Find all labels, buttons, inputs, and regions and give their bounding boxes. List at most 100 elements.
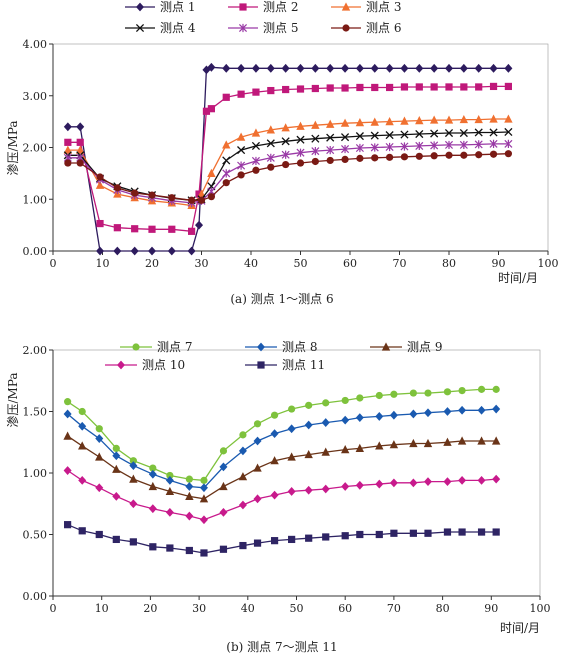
data-point — [326, 119, 335, 128]
data-point — [444, 128, 454, 138]
data-point — [305, 534, 313, 542]
data-point — [238, 446, 247, 456]
data-point — [281, 137, 290, 146]
legend-label: 测点 6 — [366, 21, 401, 35]
legend-marker — [381, 342, 391, 351]
data-point — [389, 410, 398, 420]
data-point — [311, 84, 319, 93]
data-point — [131, 189, 139, 197]
data-point — [253, 494, 262, 504]
x-tick-label: 90 — [484, 602, 498, 615]
legend-marker — [238, 23, 248, 33]
data-point — [370, 143, 379, 152]
legend-label: 测点 11 — [282, 358, 325, 372]
legend-label: 测点 10 — [142, 358, 185, 372]
data-point — [304, 485, 313, 495]
x-tick-label: 10 — [96, 257, 110, 270]
data-point — [409, 389, 417, 397]
data-point — [282, 85, 290, 94]
data-point — [492, 474, 501, 484]
data-point — [489, 139, 498, 148]
data-point — [222, 179, 230, 187]
data-point — [371, 83, 379, 92]
data-point — [112, 464, 121, 473]
data-point — [129, 457, 137, 465]
data-point — [445, 151, 453, 159]
data-point — [356, 154, 364, 162]
data-point — [474, 63, 483, 73]
data-point — [409, 409, 418, 419]
legend-marker — [136, 2, 144, 12]
data-point — [219, 545, 228, 553]
data-point — [355, 118, 365, 127]
y-axis-title: 渗压/MPa — [5, 120, 20, 175]
data-point — [356, 83, 364, 92]
x-axis-title: 时间/月 — [498, 271, 538, 285]
data-point — [167, 246, 176, 256]
data-point — [199, 494, 209, 503]
data-point — [504, 63, 513, 73]
data-point — [148, 225, 156, 233]
data-point — [386, 153, 394, 161]
legend-label: 测点 5 — [263, 21, 298, 35]
data-point — [443, 407, 452, 416]
data-point — [296, 135, 305, 144]
data-point — [281, 150, 290, 159]
data-point — [78, 475, 87, 485]
data-point — [149, 543, 157, 551]
data-point — [321, 484, 330, 494]
data-point — [64, 398, 72, 406]
x-tick-label: 40 — [244, 257, 258, 270]
plot-frame — [52, 43, 549, 252]
data-point — [64, 159, 72, 167]
data-point — [63, 409, 72, 419]
data-point — [477, 405, 486, 415]
data-point — [491, 436, 501, 445]
data-point — [270, 537, 279, 545]
data-point — [341, 155, 349, 164]
data-point — [237, 161, 246, 170]
data-point — [270, 490, 279, 500]
x-tick-label: 90 — [492, 257, 506, 270]
x-tick-label: 70 — [393, 257, 407, 270]
data-point — [355, 443, 365, 452]
data-point — [356, 394, 364, 402]
data-point — [96, 219, 104, 228]
data-point — [304, 420, 313, 430]
data-point — [78, 407, 86, 416]
data-point — [222, 156, 231, 165]
data-point — [236, 132, 246, 141]
data-point — [296, 121, 305, 130]
data-point — [430, 141, 439, 150]
data-point — [492, 404, 501, 414]
data-point — [409, 478, 418, 488]
x-tick-label: 100 — [538, 257, 559, 270]
data-point — [237, 171, 245, 179]
x-tick-label: 80 — [442, 257, 456, 270]
data-point — [459, 114, 469, 124]
data-point — [474, 128, 483, 137]
data-point — [270, 429, 279, 439]
data-point — [95, 180, 105, 189]
data-point — [113, 184, 121, 192]
data-point — [165, 475, 174, 485]
data-point — [95, 452, 104, 461]
x-tick-label: 0 — [50, 257, 57, 270]
data-point — [370, 117, 379, 126]
data-point — [112, 451, 121, 461]
data-point — [168, 194, 176, 202]
x-tick-label: 20 — [143, 602, 157, 615]
data-point — [185, 546, 193, 555]
data-point — [148, 469, 157, 479]
data-point — [63, 122, 72, 132]
data-point — [355, 63, 364, 73]
data-point — [424, 529, 432, 537]
data-point — [78, 527, 86, 535]
data-point — [355, 480, 364, 490]
data-point — [458, 475, 467, 485]
data-point — [202, 107, 211, 115]
data-point — [389, 440, 399, 449]
data-point — [207, 168, 216, 177]
legend-label: 测点 9 — [407, 340, 442, 354]
